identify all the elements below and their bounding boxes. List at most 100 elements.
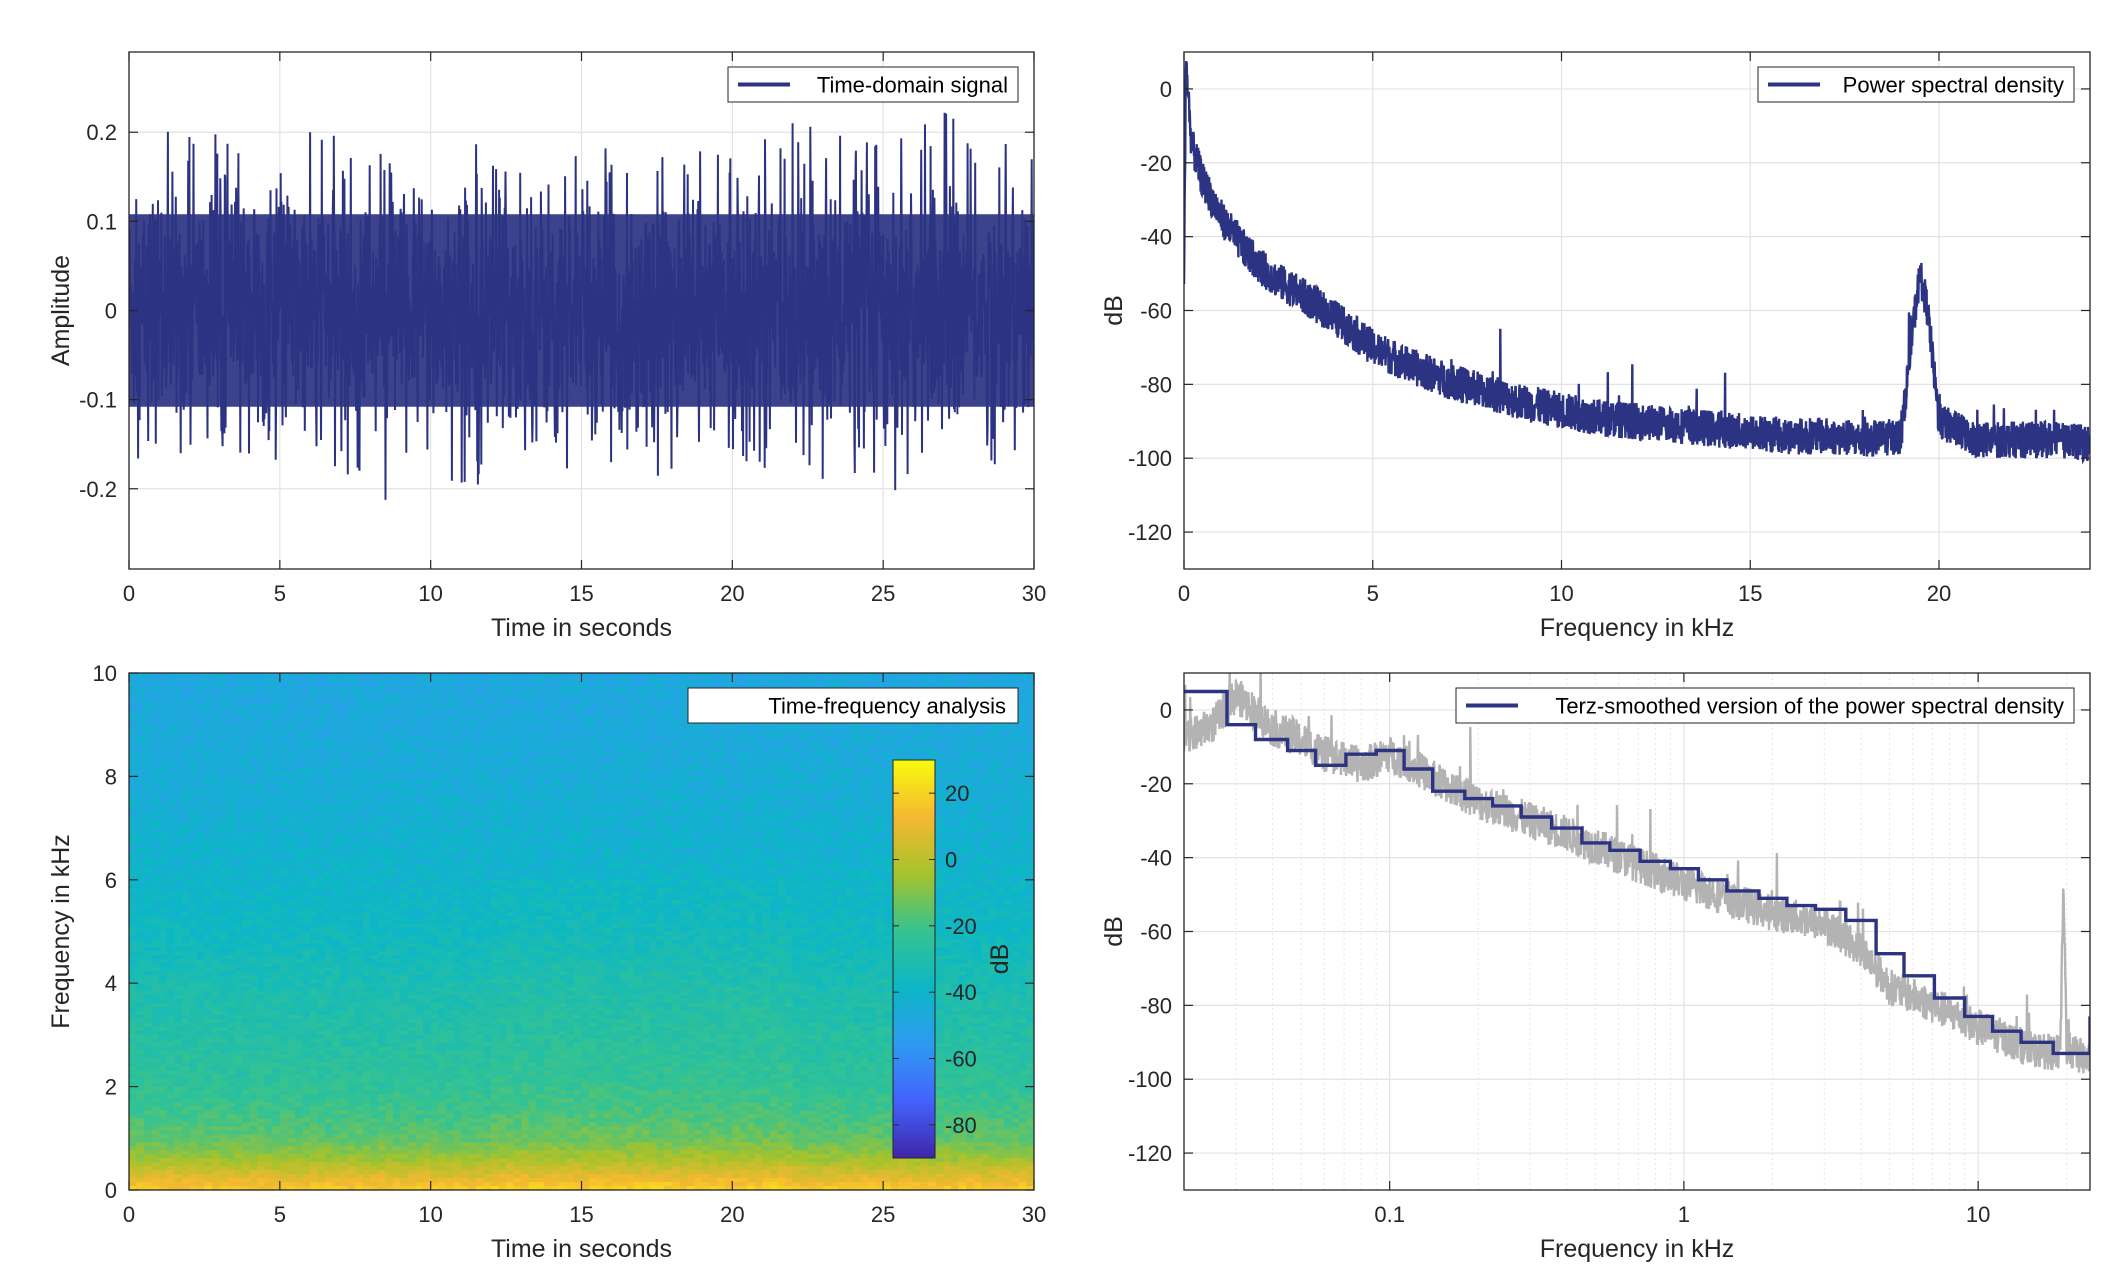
heatmap-cell	[265, 776, 273, 781]
heatmap-cell	[778, 681, 786, 686]
heatmap-cell	[416, 677, 424, 682]
heatmap-cell	[167, 697, 175, 702]
heatmap-cell	[514, 689, 522, 694]
heatmap-cell	[333, 820, 341, 825]
heatmap-cell	[370, 768, 378, 773]
heatmap-cell	[220, 792, 228, 797]
heatmap-cell	[287, 701, 295, 706]
heatmap-cell	[544, 685, 552, 690]
heatmap-cell	[589, 772, 597, 777]
heatmap-cell	[378, 737, 386, 742]
heatmap-cell	[582, 804, 590, 809]
heatmap-cell	[310, 828, 318, 833]
heatmap-cell	[936, 820, 944, 825]
heatmap-cell	[763, 780, 771, 785]
heatmap-cell	[680, 729, 688, 734]
heatmap-cell	[559, 701, 567, 706]
heatmap-cell	[257, 673, 265, 678]
heatmap-cell	[778, 673, 786, 678]
heatmap-cell	[431, 760, 439, 765]
heatmap-cell	[250, 725, 258, 730]
heatmap-cell	[921, 753, 929, 758]
heatmap-cell	[483, 753, 491, 758]
heatmap-cell	[951, 737, 959, 742]
heatmap-cell	[416, 745, 424, 750]
heatmap-cell	[604, 772, 612, 777]
heatmap-cell	[333, 832, 341, 837]
heatmap-cell	[785, 808, 793, 813]
heatmap-cell	[959, 677, 967, 682]
heatmap-cell	[921, 733, 929, 738]
heatmap-cell	[250, 701, 258, 706]
heatmap-cell	[159, 784, 167, 789]
heatmap-cell	[159, 701, 167, 706]
heatmap-cell	[333, 733, 341, 738]
heatmap-cell	[204, 729, 212, 734]
heatmap-cell	[989, 749, 997, 754]
heatmap-cell	[287, 685, 295, 690]
heatmap-cell	[589, 705, 597, 710]
heatmap-cell	[604, 804, 612, 809]
heatmap-cell	[250, 772, 258, 777]
heatmap-cell	[589, 733, 597, 738]
heatmap-cell	[159, 760, 167, 765]
heatmap-cell	[612, 745, 620, 750]
heatmap-cell	[182, 780, 190, 785]
heatmap-cell	[438, 737, 446, 742]
heatmap-cell	[144, 760, 152, 765]
heatmap-cell	[272, 757, 280, 762]
heatmap-cell	[529, 725, 537, 730]
heatmap-cell	[483, 816, 491, 821]
heatmap-cell	[838, 788, 846, 793]
heatmap-cell	[619, 808, 627, 813]
heatmap-cell	[506, 764, 514, 769]
heatmap-cell	[710, 745, 718, 750]
heatmap-cell	[687, 729, 695, 734]
heatmap-cell	[499, 772, 507, 777]
heatmap-cell	[770, 792, 778, 797]
heatmap-cell	[242, 689, 250, 694]
heatmap-cell	[529, 685, 537, 690]
heatmap-cell	[989, 741, 997, 746]
heatmap-cell	[514, 792, 522, 797]
heatmap-cell	[830, 733, 838, 738]
heatmap-cell	[582, 812, 590, 817]
heatmap-cell	[687, 757, 695, 762]
heatmap-cell	[944, 824, 952, 829]
heatmap-cell	[499, 673, 507, 678]
heatmap-cell	[491, 816, 499, 821]
heatmap-cell	[242, 776, 250, 781]
heatmap-cell	[197, 760, 205, 765]
heatmap-cell	[401, 749, 409, 754]
heatmap-cell	[559, 828, 567, 833]
heatmap-cell	[257, 721, 265, 726]
heatmap-cell	[378, 824, 386, 829]
heatmap-cell	[597, 764, 605, 769]
heatmap-cell	[891, 681, 899, 686]
heatmap-cell	[853, 788, 861, 793]
heatmap-cell	[634, 753, 642, 758]
heatmap-cell	[220, 784, 228, 789]
heatmap-cell	[197, 697, 205, 702]
heatmap-cell	[446, 804, 454, 809]
heatmap-cell	[385, 689, 393, 694]
heatmap-cell	[612, 768, 620, 773]
heatmap-cell	[227, 685, 235, 690]
heatmap-cell	[423, 709, 431, 714]
heatmap-cell	[627, 780, 635, 785]
heatmap-cell	[544, 828, 552, 833]
heatmap-cell	[257, 776, 265, 781]
heatmap-cell	[1004, 753, 1012, 758]
heatmap-cell	[204, 753, 212, 758]
heatmap-cell	[574, 705, 582, 710]
heatmap-cell	[664, 760, 672, 765]
heatmap-cell	[1004, 780, 1012, 785]
heatmap-cell	[612, 757, 620, 762]
heatmap-cell	[423, 760, 431, 765]
heatmap-cell	[793, 776, 801, 781]
heatmap-cell	[476, 780, 484, 785]
heatmap-cell	[582, 721, 590, 726]
heatmap-cell	[468, 776, 476, 781]
heatmap-cell	[808, 725, 816, 730]
heatmap-cell	[280, 701, 288, 706]
